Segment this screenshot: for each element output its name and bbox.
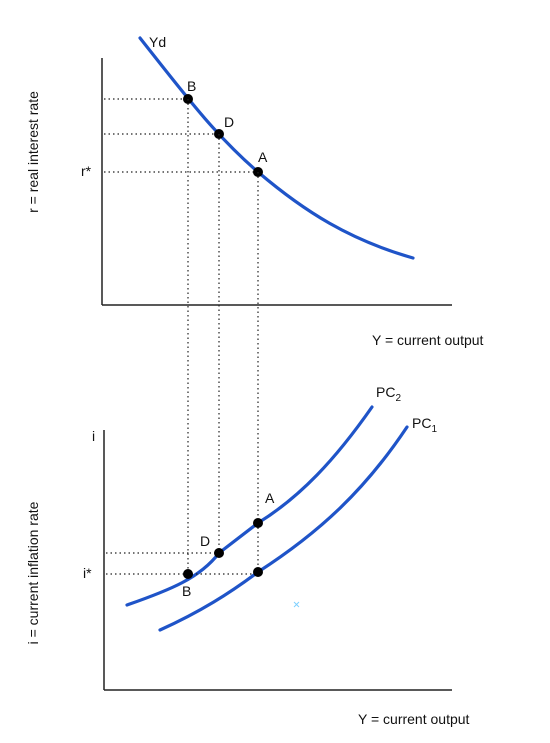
yd-label: Yd [149, 34, 166, 50]
top-y-axis-label: r = real interest rate [25, 91, 41, 213]
pc1-label: PC1 [412, 415, 437, 435]
point-pc1-istar [253, 567, 263, 577]
i-axis-top-label: i [92, 428, 95, 444]
top-panel: Yd B D A r* Y = current output r = real … [25, 34, 484, 348]
pc2-label-sub: 2 [395, 393, 401, 404]
point-a-top-label: A [258, 149, 268, 165]
vertical-guides [187, 99, 259, 574]
pc2-label-base: PC [376, 384, 395, 400]
point-b-top-label: B [187, 78, 196, 94]
point-b-bottom [183, 569, 193, 579]
point-d-bottom-label: D [200, 533, 210, 549]
bottom-panel: A D B PC2 PC1 i i* Y = current output i … [25, 384, 470, 727]
pc1-label-base: PC [412, 415, 431, 431]
point-d-top-label: D [224, 114, 234, 130]
point-b-bottom-label: B [182, 583, 191, 599]
point-a-bottom [253, 518, 263, 528]
pc1-curve [158, 425, 409, 632]
pc1-label-sub: 1 [431, 424, 437, 435]
yd-curve [138, 36, 415, 260]
point-d-bottom [214, 548, 224, 558]
top-x-axis-label: Y = current output [372, 332, 484, 348]
pc2-label: PC2 [376, 384, 401, 404]
bottom-y-axis-label: i = current inflation rate [25, 501, 41, 644]
bottom-x-axis-label: Y = current output [358, 711, 470, 727]
point-a-bottom-label: A [265, 490, 275, 506]
r-star-label: r* [81, 163, 92, 179]
i-star-label: i* [83, 565, 92, 581]
faint-marker [293, 601, 300, 608]
pc2-curve [125, 405, 374, 607]
